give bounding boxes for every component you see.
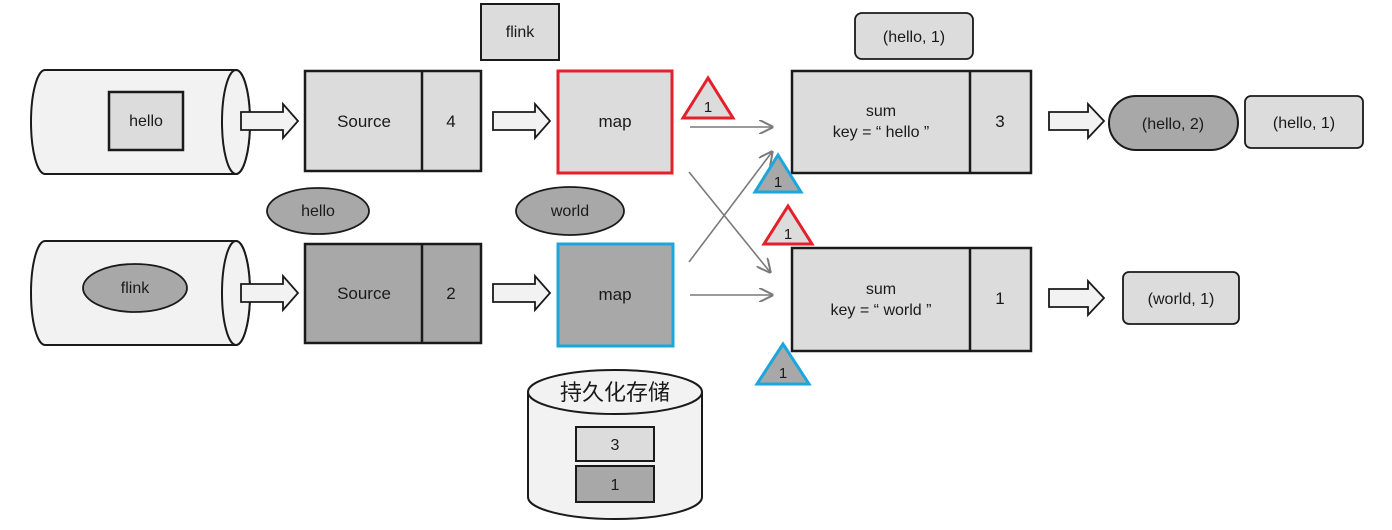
sum-bottom-output-box xyxy=(1122,271,1240,325)
sum-bottom-count: 1 xyxy=(995,289,1004,308)
barrier-blue-bottom-label: 1 xyxy=(779,365,787,382)
emitted-record-hello-label: hello xyxy=(301,203,335,220)
emitted-record-hello xyxy=(266,187,370,235)
block-arrow-stream-to-source-bottom xyxy=(240,273,300,313)
barrier-blue-top-label: 1 xyxy=(774,174,782,191)
sum-bottom-line2: key = “ world ” xyxy=(831,302,932,319)
stream-record-flink xyxy=(82,263,188,313)
stream-record-flink-label: flink xyxy=(121,280,150,297)
map-operator-top xyxy=(556,69,674,175)
storage-value-1: 1 xyxy=(611,477,620,494)
storage-value-0: 3 xyxy=(611,437,620,454)
source-operator-bottom: Source 2 xyxy=(303,242,483,345)
stream-record-hello xyxy=(107,90,185,152)
sum-top-line2: key = “ hello ” xyxy=(833,124,929,141)
sum-top-output-1: (hello, 1) xyxy=(1273,115,1335,132)
map-operator-bottom xyxy=(556,242,675,348)
sum-bottom-output-0: (world, 1) xyxy=(1148,291,1215,308)
sum-top-line1: sum xyxy=(866,103,896,120)
map-top-label: map xyxy=(598,112,631,131)
block-arrow-source-to-map-top xyxy=(492,101,552,141)
barrier-red-top-label: 1 xyxy=(704,99,712,116)
sum-operator-bottom: sum key = “ world ” 1 xyxy=(790,246,1033,353)
persistent-storage-cylinder: 持久化存储 3 1 xyxy=(527,369,703,520)
edge-map-top-to-sum-bottom xyxy=(688,171,770,272)
sum-top-count: 3 xyxy=(995,112,1004,131)
block-arrow-sum-to-output-bottom xyxy=(1048,278,1106,318)
source-top-label: Source xyxy=(337,112,391,131)
emitted-record-world xyxy=(515,186,625,236)
stream-cylinder-bottom: flink xyxy=(30,240,251,346)
sum-top-output-box xyxy=(1244,95,1364,149)
map-bottom-label: map xyxy=(598,285,631,304)
sum-operator-top: sum key = “ hello ” 3 xyxy=(790,69,1033,175)
sum-top-input-record xyxy=(854,12,974,60)
barrier-blue-top xyxy=(752,152,804,194)
source-bottom-label: Source xyxy=(337,284,391,303)
barrier-red-bottom xyxy=(761,203,815,246)
sum-top-output-0: (hello, 2) xyxy=(1142,116,1204,133)
barrier-red-bottom-label: 1 xyxy=(784,226,792,243)
sum-top-output-pill xyxy=(1108,95,1239,151)
pending-record-flink xyxy=(480,3,560,61)
sum-top-input-record-label: (hello, 1) xyxy=(883,29,945,46)
storage-cell-1 xyxy=(575,465,655,503)
block-arrow-source-to-map-bottom xyxy=(492,273,552,313)
block-arrow-sum-to-output-top xyxy=(1048,101,1106,141)
stream-cylinder-top: hello xyxy=(30,69,251,175)
barrier-red-top xyxy=(680,75,736,120)
barrier-blue-bottom xyxy=(754,341,812,386)
block-arrow-stream-to-source-top xyxy=(240,101,300,141)
storage-title: 持久化存储 xyxy=(560,381,670,406)
edge-map-bottom-to-sum-top xyxy=(688,152,772,263)
source-bottom-offset: 2 xyxy=(446,284,455,303)
emitted-record-world-label: world xyxy=(550,203,589,220)
stream-record-hello-label: hello xyxy=(129,113,163,130)
pending-record-flink-label: flink xyxy=(506,24,535,41)
source-top-offset: 4 xyxy=(446,112,455,131)
sum-bottom-line1: sum xyxy=(866,281,896,298)
source-operator-top: Source 4 xyxy=(303,69,483,173)
storage-cell-0 xyxy=(575,426,655,462)
